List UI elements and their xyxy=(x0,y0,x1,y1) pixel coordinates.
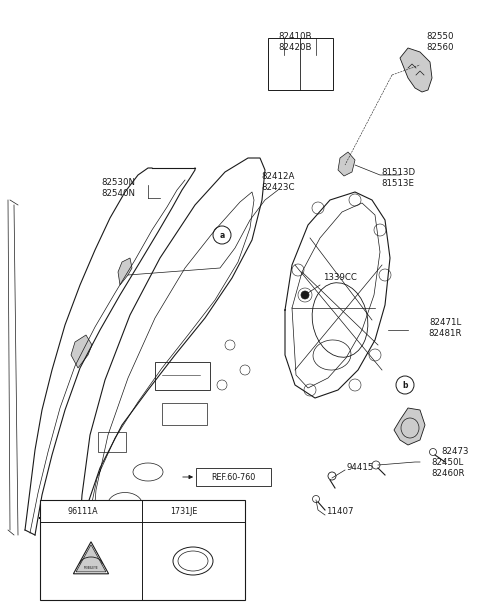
Text: 82530N
82540N: 82530N 82540N xyxy=(101,178,135,198)
Circle shape xyxy=(149,504,163,518)
Text: 94415: 94415 xyxy=(346,463,374,473)
Text: FR.: FR. xyxy=(55,511,78,525)
Bar xyxy=(162,403,207,425)
Circle shape xyxy=(396,376,414,394)
Text: 1339CC: 1339CC xyxy=(323,273,357,283)
Text: REF.60-760: REF.60-760 xyxy=(211,473,255,482)
Polygon shape xyxy=(76,544,106,572)
Text: b: b xyxy=(153,506,159,515)
Text: 1731JE: 1731JE xyxy=(170,506,197,515)
Text: 96111A: 96111A xyxy=(68,506,98,515)
Text: 82473: 82473 xyxy=(441,448,469,457)
Text: 82471L
82481R: 82471L 82481R xyxy=(428,318,462,338)
Circle shape xyxy=(301,291,309,299)
Text: 82410B
82420B: 82410B 82420B xyxy=(278,32,312,51)
Bar xyxy=(40,500,245,600)
Polygon shape xyxy=(71,335,92,368)
Circle shape xyxy=(47,504,61,518)
Text: 82450L
82460R: 82450L 82460R xyxy=(431,459,465,478)
Text: b: b xyxy=(402,381,408,390)
Bar xyxy=(98,432,126,452)
Polygon shape xyxy=(400,48,432,92)
Circle shape xyxy=(213,226,231,244)
Polygon shape xyxy=(338,152,355,176)
Bar xyxy=(268,38,333,90)
Text: 82550
82560: 82550 82560 xyxy=(426,32,454,51)
Bar xyxy=(155,362,210,390)
Bar xyxy=(196,468,271,486)
Text: 82412A
82423C: 82412A 82423C xyxy=(261,172,295,192)
Polygon shape xyxy=(118,258,132,285)
Text: 81513D
81513E: 81513D 81513E xyxy=(381,168,415,188)
Polygon shape xyxy=(394,408,425,445)
Text: 11407: 11407 xyxy=(326,508,354,517)
Text: MOBILEYE: MOBILEYE xyxy=(84,566,98,570)
Text: a: a xyxy=(219,231,225,240)
Text: a: a xyxy=(51,506,57,515)
